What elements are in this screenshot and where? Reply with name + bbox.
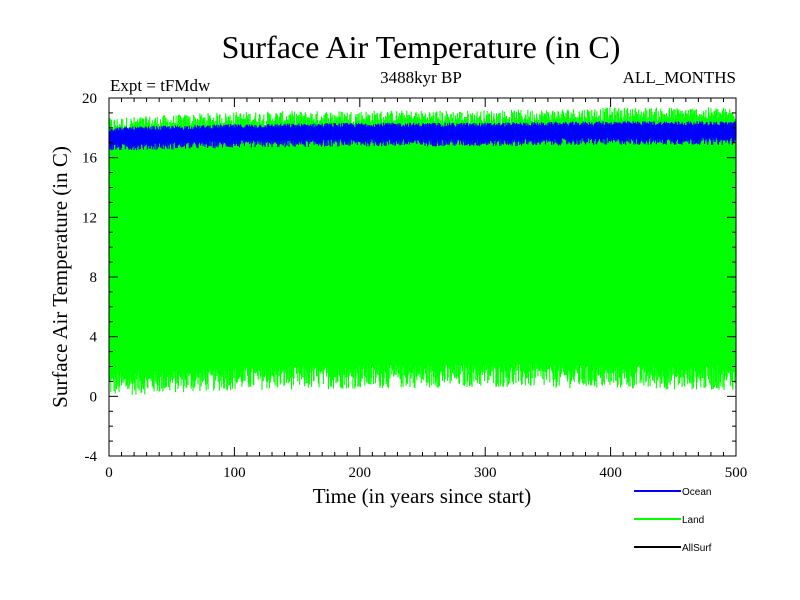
y-axis: -4 0 4 8 12 16 20 bbox=[82, 91, 736, 465]
x-tick-label: 200 bbox=[349, 465, 372, 481]
x-tick-label: 300 bbox=[474, 465, 497, 481]
x-axis: 0 100 200 300 400 500 bbox=[105, 98, 747, 481]
subtitle: 3488kyr BP bbox=[380, 68, 462, 87]
y-tick-label: -4 bbox=[85, 449, 98, 465]
legend-label-land: Land bbox=[682, 515, 704, 526]
y-tick-label: 8 bbox=[90, 270, 98, 286]
legend-label-ocean: Ocean bbox=[682, 487, 711, 498]
legend-label-allsurf: AllSurf bbox=[682, 543, 712, 554]
y-tick-label: 4 bbox=[90, 330, 98, 346]
y-tick-label: 12 bbox=[82, 210, 97, 226]
experiment-label: Expt = tFMdw bbox=[110, 76, 211, 95]
x-tick-label: 500 bbox=[725, 465, 748, 481]
plot-area bbox=[108, 107, 737, 395]
x-tick-label: 100 bbox=[223, 465, 246, 481]
series-land bbox=[108, 107, 737, 395]
x-axis-label: Time (in years since start) bbox=[313, 484, 532, 508]
x-tick-label: 0 bbox=[105, 465, 113, 481]
period-label: ALL_MONTHS bbox=[623, 68, 736, 87]
y-axis-label: Surface Air Temperature (in C) bbox=[48, 146, 72, 408]
x-tick-label: 400 bbox=[599, 465, 622, 481]
y-tick-label: 20 bbox=[82, 91, 97, 107]
chart-title: Surface Air Temperature (in C) bbox=[222, 29, 621, 65]
y-tick-label: 0 bbox=[90, 389, 98, 405]
legend: Ocean Land AllSurf bbox=[634, 487, 712, 554]
y-tick-label: 16 bbox=[82, 151, 98, 167]
